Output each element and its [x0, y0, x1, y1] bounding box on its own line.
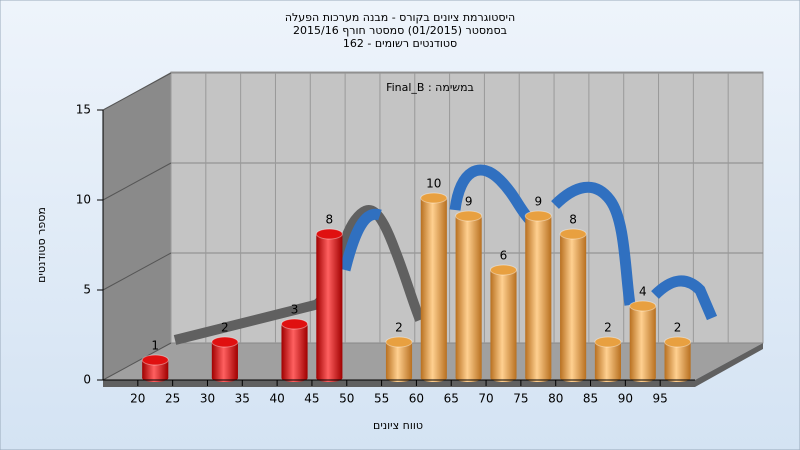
bar-body [560, 234, 587, 378]
value-label: 4 [639, 285, 647, 299]
x-tick-label: 75 [513, 392, 528, 406]
bar-body [281, 324, 308, 378]
x-tick-label: 45 [304, 392, 319, 406]
value-label: 9 [534, 195, 542, 209]
bar [489, 264, 518, 382]
x-axis-title: טווח ציונים [373, 419, 423, 432]
y-tick-label: 5 [83, 283, 91, 297]
chart-title: היסטוגרמת ציונים בקורס - מבנה מערכות הפע… [285, 11, 515, 24]
x-tick-label: 40 [269, 392, 284, 406]
bar-body [525, 216, 552, 378]
bar-body [211, 342, 238, 378]
x-tick-label: 50 [339, 392, 354, 406]
bar-top [141, 354, 169, 366]
value-label: 6 [500, 249, 508, 263]
value-label: 2 [604, 321, 612, 335]
value-label: 10 [426, 177, 441, 191]
grid-line [102, 162, 172, 201]
x-tick-label: 65 [444, 392, 459, 406]
bar [420, 192, 448, 382]
bar-top [280, 318, 309, 330]
bar-body [490, 270, 517, 378]
grid-line [102, 252, 172, 291]
fit-ribbon [339, 164, 718, 321]
value-label: 3 [291, 303, 299, 317]
value-label: 2 [674, 321, 682, 335]
bar-body [420, 198, 447, 378]
x-tick-label: 35 [235, 392, 250, 406]
bar [664, 336, 692, 382]
x-tick-label: 30 [200, 392, 215, 406]
chart-subtitle: בסמסטר (01/2015) סמסטר חורף 2015/16 [293, 24, 507, 37]
bar-top [315, 228, 343, 240]
floor-edge [103, 343, 763, 387]
bar-top [385, 336, 413, 348]
y-tick-label: 15 [76, 103, 91, 117]
bar [141, 354, 169, 382]
x-tick-label: 20 [130, 392, 145, 406]
x-tick-label: 95 [653, 392, 668, 406]
bar-top [524, 210, 552, 222]
y-tick-label: 0 [83, 373, 91, 387]
annotation: Final_B : במשימה [386, 81, 474, 94]
bar-body [455, 216, 482, 378]
bar-top [211, 336, 239, 348]
value-label: 2 [221, 321, 229, 335]
bar-body [385, 342, 413, 378]
bar [629, 300, 657, 382]
x-tick-label: 60 [409, 392, 424, 406]
bar [594, 336, 622, 382]
bar-top [664, 336, 692, 348]
value-label: 8 [326, 213, 334, 227]
bar-body [664, 342, 691, 378]
bar [455, 210, 483, 382]
bar [524, 210, 552, 382]
value-label: 1 [151, 339, 159, 353]
value-label: 8 [569, 213, 577, 227]
bar-top [629, 300, 657, 312]
bar-body [316, 234, 343, 378]
bar [385, 336, 413, 382]
x-tick-label: 90 [618, 392, 633, 406]
y-tick-label: 10 [76, 193, 91, 207]
bar [559, 228, 587, 382]
bar-body [594, 342, 621, 378]
grid-line [102, 72, 172, 111]
bar [315, 228, 343, 382]
bar-top [559, 228, 587, 240]
bar-body [142, 360, 169, 378]
left-wall [103, 72, 171, 380]
chart-subtitle: סטודנטים רשומים - 162 [343, 37, 457, 50]
x-tick-label: 85 [583, 392, 598, 406]
x-tick-label: 80 [548, 392, 563, 406]
value-label: 2 [395, 321, 403, 335]
bar-top [420, 192, 448, 204]
bar-top [455, 210, 483, 222]
bar [211, 336, 239, 382]
x-tick-label: 25 [165, 392, 180, 406]
bar-body [629, 306, 656, 378]
x-tick-label: 70 [478, 392, 493, 406]
bar-top [594, 336, 622, 348]
bar [280, 318, 309, 382]
grid-line [102, 342, 172, 381]
y-axis-title: מספר סטודנטים [35, 207, 48, 283]
x-tick-label: 55 [374, 392, 389, 406]
value-label: 9 [465, 195, 473, 209]
bar-top [489, 264, 518, 276]
